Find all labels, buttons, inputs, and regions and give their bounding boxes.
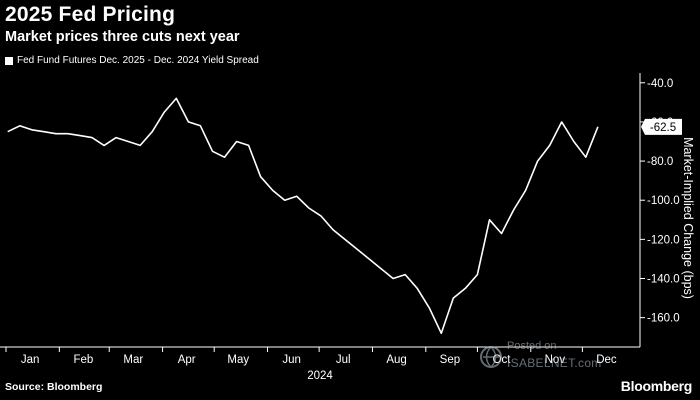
source-note: Source: Bloomberg <box>5 381 103 393</box>
x-axis-label: 2024 <box>307 370 333 382</box>
watermark-site: ISABELNET.com <box>507 356 602 370</box>
y-axis-label: Market-Implied Change (bps) <box>681 137 695 299</box>
x-tick-label: May <box>227 354 249 366</box>
x-tick-label: Aug <box>386 354 406 366</box>
x-tick-label: Feb <box>74 354 94 366</box>
x-tick-label: Mar <box>123 354 143 366</box>
x-tick-label: Jan <box>21 354 40 366</box>
x-tick-label: Dec <box>596 354 617 366</box>
legend-label: Fed Fund Futures Dec. 2025 - Dec. 2024 Y… <box>17 55 259 66</box>
legend-swatch <box>5 56 13 65</box>
y-tick-label: -100.0 <box>647 195 680 207</box>
x-tick-label: Apr <box>178 354 196 366</box>
chart-subtitle: Market prices three cuts next year <box>5 29 240 45</box>
x-tick-label: Nov <box>545 354 566 366</box>
y-tick-label: -120.0 <box>647 234 680 246</box>
x-tick-label: Sep <box>440 354 460 366</box>
last-value-label: -62.5 <box>650 122 676 134</box>
brand-logo: Bloomberg <box>620 378 693 394</box>
y-tick-label: -160.0 <box>647 313 680 325</box>
y-tick-label: -140.0 <box>647 274 680 286</box>
watermark-posted: Posted on <box>507 340 557 352</box>
globe-icon <box>480 346 502 369</box>
x-tick-label: Jun <box>282 354 301 366</box>
x-tick-label: Jul <box>336 354 351 366</box>
y-tick-label: -80.0 <box>647 156 673 168</box>
legend: Fed Fund Futures Dec. 2025 - Dec. 2024 Y… <box>5 55 259 66</box>
watermark: Posted on ISABELNET.com <box>477 340 697 374</box>
chart-title: 2025 Fed Pricing <box>5 3 176 26</box>
series-line <box>7 97 599 335</box>
y-tick-label: -40.0 <box>647 78 673 90</box>
last-value-flag <box>641 118 682 135</box>
